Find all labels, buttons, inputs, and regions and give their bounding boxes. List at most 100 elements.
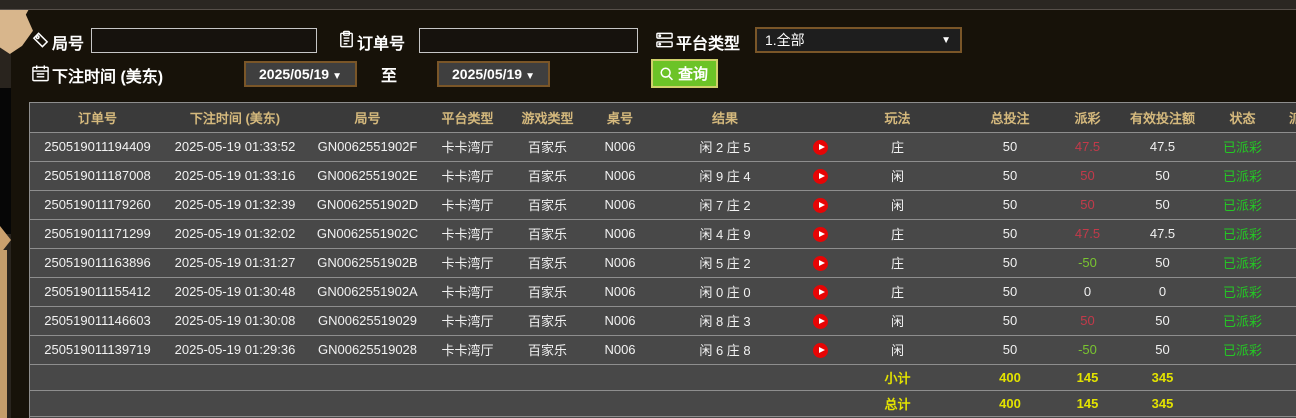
round-no-cell: GN0062551902A [305, 277, 430, 307]
status-cell: 已派彩 [1215, 219, 1270, 249]
payout-cell: 50 [1065, 161, 1110, 191]
header-status: 状态 [1215, 103, 1270, 133]
table-row: 250519011163896 2025-05-19 01:31:27 GN00… [30, 248, 1296, 278]
play-icon[interactable] [812, 255, 828, 271]
play-icon[interactable] [812, 197, 828, 213]
subtotal-payout: 145 [1065, 364, 1110, 391]
table-no-cell: N006 [590, 306, 650, 336]
header-round-no: 局号 [305, 103, 430, 133]
clipboard-icon [337, 28, 356, 50]
play-icon[interactable] [812, 168, 828, 184]
result-cell: 闲 5 庄 2 [650, 248, 800, 278]
magnifier-icon [660, 67, 673, 81]
bet-time-cell: 2025-05-19 01:33:16 [165, 161, 305, 191]
order-no-cell: 250519011139719 [30, 335, 165, 365]
play-icon[interactable] [812, 284, 828, 300]
tag-icon [31, 29, 50, 51]
video-cell [800, 219, 840, 249]
bet-time-cell: 2025-05-19 01:32:02 [165, 219, 305, 249]
payout-time-cell [1270, 306, 1296, 336]
date-from-picker[interactable]: 2025/05/19 ▼ [244, 61, 357, 87]
table-no-cell: N006 [590, 248, 650, 278]
records-table: 订单号 下注时间 (美东) 局号 平台类型 游戏类型 桌号 结果 玩法 总投注 … [29, 102, 1296, 418]
table-no-cell: N006 [590, 190, 650, 220]
subtotal-row: 小计 400 145 345 [30, 364, 1296, 391]
order-number-label: 订单号 [357, 36, 406, 53]
round-no-cell: GN0062551902F [305, 132, 430, 162]
round-number-input[interactable] [91, 28, 317, 53]
payout-cell: 50 [1065, 306, 1110, 336]
table-no-cell: N006 [590, 335, 650, 365]
total-bet-cell: 50 [955, 190, 1065, 220]
platform-type-select[interactable]: 1.全部 ▼ [755, 27, 962, 53]
order-no-cell: 250519011155412 [30, 277, 165, 307]
bet-time-cell: 2025-05-19 01:29:36 [165, 335, 305, 365]
header-payout: 派彩 [1065, 103, 1110, 133]
partial-next-row [30, 416, 1296, 418]
payout-time-cell [1270, 248, 1296, 278]
status-cell: 已派彩 [1215, 277, 1270, 307]
payout-time-cell [1270, 132, 1296, 162]
game-type-cell: 百家乐 [505, 190, 590, 220]
game-type-cell: 百家乐 [505, 219, 590, 249]
total-bet-cell: 50 [955, 132, 1065, 162]
game-type-cell: 百家乐 [505, 132, 590, 162]
total-row: 总计 400 145 345 [30, 390, 1296, 417]
game-type-cell: 百家乐 [505, 277, 590, 307]
play-type-cell: 庄 [840, 219, 955, 249]
header-order-no: 订单号 [30, 103, 165, 133]
valid-bet-cell: 50 [1110, 335, 1215, 365]
order-no-cell: 250519011194409 [30, 132, 165, 162]
play-type-cell: 庄 [840, 132, 955, 162]
date-to-picker[interactable]: 2025/05/19 ▼ [437, 61, 550, 87]
game-type-cell: 百家乐 [505, 248, 590, 278]
order-number-input[interactable] [419, 28, 638, 53]
payout-time-cell [1270, 190, 1296, 220]
platform-cell: 卡卡湾厅 [430, 306, 505, 336]
platform-cell: 卡卡湾厅 [430, 190, 505, 220]
game-type-cell: 百家乐 [505, 335, 590, 365]
play-icon[interactable] [812, 139, 828, 155]
total-payout: 145 [1065, 390, 1110, 417]
header-video [800, 103, 840, 133]
platform-cell: 卡卡湾厅 [430, 219, 505, 249]
platform-cell: 卡卡湾厅 [430, 161, 505, 191]
play-icon[interactable] [812, 313, 828, 329]
total-bet-cell: 50 [955, 248, 1065, 278]
play-icon[interactable] [812, 226, 828, 242]
total-label: 总计 [840, 390, 955, 417]
payout-time-cell [1270, 335, 1296, 365]
total-bet-cell: 50 [955, 335, 1065, 365]
chevron-down-icon: ▼ [525, 71, 535, 82]
header-play-type: 玩法 [840, 103, 955, 133]
table-row: 250519011194409 2025-05-19 01:33:52 GN00… [30, 132, 1296, 162]
play-type-cell: 闲 [840, 161, 955, 191]
play-type-cell: 闲 [840, 190, 955, 220]
table-no-cell: N006 [590, 132, 650, 162]
query-button[interactable]: 查询 [651, 59, 719, 88]
payout-cell: 50 [1065, 190, 1110, 220]
result-cell: 闲 2 庄 5 [650, 132, 800, 162]
table-no-cell: N006 [590, 277, 650, 307]
header-table-no: 桌号 [590, 103, 650, 133]
valid-bet-cell: 47.5 [1110, 219, 1215, 249]
play-type-cell: 闲 [840, 335, 955, 365]
top-window-strip [0, 0, 1296, 10]
subtotal-total-bet: 400 [955, 364, 1065, 391]
table-header-row: 订单号 下注时间 (美东) 局号 平台类型 游戏类型 桌号 结果 玩法 总投注 … [30, 103, 1296, 133]
bet-time-cell: 2025-05-19 01:33:52 [165, 132, 305, 162]
play-icon[interactable] [812, 342, 828, 358]
chevron-down-icon: ▼ [332, 71, 342, 82]
result-cell: 闲 0 庄 0 [650, 277, 800, 307]
total-bet-cell: 50 [955, 306, 1065, 336]
video-cell [800, 132, 840, 162]
platform-type-label: 平台类型 [676, 36, 741, 53]
order-no-cell: 250519011187008 [30, 161, 165, 191]
result-cell: 闲 4 庄 9 [650, 219, 800, 249]
payout-cell: 47.5 [1065, 132, 1110, 162]
game-type-cell: 百家乐 [505, 161, 590, 191]
payout-cell: 0 [1065, 277, 1110, 307]
header-game-type: 游戏类型 [505, 103, 590, 133]
video-cell [800, 306, 840, 336]
valid-bet-cell: 50 [1110, 248, 1215, 278]
